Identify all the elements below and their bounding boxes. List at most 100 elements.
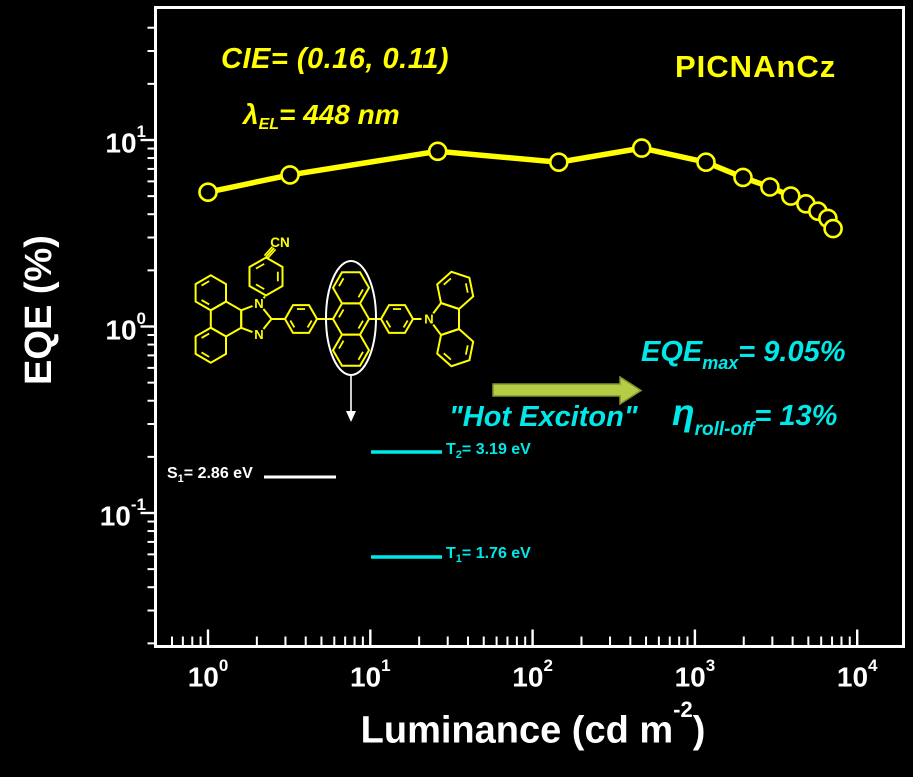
cn-bond xyxy=(265,247,275,258)
molecular-structure: N N N CN xyxy=(194,235,475,368)
double-bond xyxy=(338,309,345,318)
x-tick-label: 100 xyxy=(187,656,229,693)
double-bond xyxy=(338,277,345,287)
double-bond xyxy=(306,320,313,328)
double-bond xyxy=(402,320,409,328)
label-mask xyxy=(252,327,266,342)
x-axis-title: Luminance (cd m-2) xyxy=(360,698,706,752)
eqe-max-base: EQE xyxy=(641,336,703,368)
lambda-value: = 448 nm xyxy=(279,99,400,130)
atom-label-n3: N xyxy=(424,312,433,327)
eta-symbol: η xyxy=(672,392,695,433)
s1-level-label: S1= 2.86 eV xyxy=(167,465,253,485)
s1-value: = 2.86 eV xyxy=(183,465,253,482)
ring xyxy=(427,301,460,337)
ring xyxy=(283,304,319,334)
el-wavelength-annotation: λEL= 448 nm xyxy=(243,99,400,133)
double-bond xyxy=(201,280,210,287)
ring xyxy=(331,271,371,305)
roll-off-subscript: roll-off xyxy=(694,418,755,440)
energy-level-lines xyxy=(264,450,442,559)
atom-label-n2: N xyxy=(254,327,263,342)
roll-off-annotation: ηroll-off= 13% xyxy=(672,392,838,439)
y-tick-label: 10-1 xyxy=(99,495,146,532)
double-bond xyxy=(464,283,469,293)
data-point-marker xyxy=(548,152,569,172)
s1-subscript: 1 xyxy=(177,472,184,485)
s1-symbol: S xyxy=(167,465,178,482)
compound-name: PICNAnCz xyxy=(675,49,837,84)
double-bond xyxy=(357,351,364,361)
label-mask xyxy=(422,312,436,326)
double-bond xyxy=(201,299,210,306)
double-bond xyxy=(255,283,265,290)
plot-frame xyxy=(154,6,905,648)
ring xyxy=(436,327,475,368)
ring xyxy=(331,302,371,336)
eqe-max-annotation: EQEmax= 9.05% xyxy=(641,336,846,372)
double-bond xyxy=(357,320,364,329)
data-point-marker xyxy=(780,186,801,206)
atom-label-cn: CN xyxy=(270,235,290,250)
eqe-curve xyxy=(198,138,843,239)
cn-bond xyxy=(267,248,277,259)
double-bond xyxy=(201,351,210,358)
double-bond xyxy=(338,340,345,349)
x-axis-title-exponent: -2 xyxy=(673,696,693,722)
double-bond xyxy=(255,263,265,270)
double-bond xyxy=(289,320,296,328)
t1-level-label: T1= 1.76 eV xyxy=(446,545,531,565)
data-point-marker xyxy=(760,177,780,197)
data-point-marker xyxy=(198,182,218,202)
data-point-marker xyxy=(427,141,448,162)
t2-level-label: T2= 3.19 eV xyxy=(446,441,531,461)
t1-subscript: 1 xyxy=(455,552,462,565)
eqe-line xyxy=(207,145,836,230)
t2-subscript: 2 xyxy=(455,448,462,461)
t2-value: = 3.19 eV xyxy=(461,441,531,458)
data-point-marker xyxy=(631,138,652,158)
right-arrow-icon xyxy=(492,375,643,406)
y-tick-label: 101 xyxy=(105,122,146,159)
ring xyxy=(209,300,243,338)
t1-symbol: T xyxy=(446,545,456,562)
down-arrow-icon xyxy=(346,411,356,422)
x-tick-label: 103 xyxy=(674,656,716,693)
eqe-max-value: = 9.05% xyxy=(738,336,846,368)
double-bond xyxy=(464,345,469,355)
double-bond xyxy=(385,320,392,328)
t1-value: = 1.76 eV xyxy=(461,545,531,562)
y-axis-title: EQE (%) xyxy=(18,235,61,385)
y-tick-label: 100 xyxy=(105,308,146,345)
data-point-marker xyxy=(280,165,300,185)
eqe-max-subscript: max xyxy=(702,352,739,373)
x-axis-title-text: Luminance (cd m xyxy=(360,709,674,752)
data-point-marker xyxy=(823,218,843,239)
lambda-subscript: EL xyxy=(258,116,280,134)
hot-exciton-arrow xyxy=(492,375,643,406)
roll-off-value: = 13% xyxy=(754,400,838,432)
cn-bond xyxy=(263,246,273,257)
x-tick-label: 101 xyxy=(349,656,391,693)
ring xyxy=(379,304,415,334)
x-axis-title-close: ) xyxy=(692,709,706,752)
data-point-marker xyxy=(733,167,753,188)
anthracene-highlight-ellipse xyxy=(325,260,377,422)
double-bond xyxy=(443,352,452,361)
hot-exciton-label: "Hot Exciton" xyxy=(449,401,638,433)
x-tick-label: 104 xyxy=(836,656,878,693)
ring xyxy=(248,256,284,297)
ring xyxy=(331,333,371,367)
label-mask xyxy=(252,296,266,311)
x-tick-label: 102 xyxy=(512,656,553,693)
data-point-marker xyxy=(696,152,716,172)
atom-label-n1: N xyxy=(254,296,263,311)
lambda-symbol: λ xyxy=(243,99,259,130)
cie-annotation: CIE= (0.16, 0.11) xyxy=(221,43,449,75)
double-bond xyxy=(357,289,364,298)
double-bond xyxy=(443,277,452,286)
ring xyxy=(436,270,475,311)
double-bond xyxy=(201,332,210,339)
